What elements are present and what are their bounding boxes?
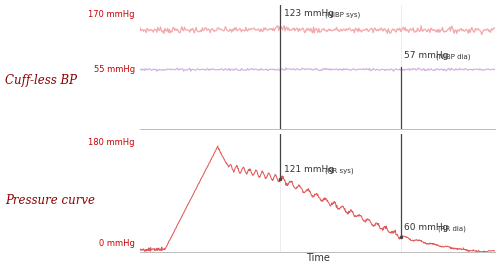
Text: (NIBP sys): (NIBP sys) bbox=[324, 11, 360, 18]
Text: 123 mmHg: 123 mmHg bbox=[284, 9, 337, 18]
Text: 0 mmHg: 0 mmHg bbox=[99, 239, 135, 248]
Text: (RR sys): (RR sys) bbox=[324, 168, 353, 174]
Text: Cuff-less BP: Cuff-less BP bbox=[5, 74, 77, 87]
Text: 55 mmHg: 55 mmHg bbox=[94, 65, 135, 74]
Text: 60 mmHg: 60 mmHg bbox=[404, 223, 452, 232]
Text: 121 mmHg: 121 mmHg bbox=[284, 165, 337, 174]
Text: 170 mmHg: 170 mmHg bbox=[88, 10, 135, 19]
Text: 57 mmHg: 57 mmHg bbox=[404, 51, 452, 59]
X-axis label: Time: Time bbox=[306, 253, 330, 263]
Text: (RR dia): (RR dia) bbox=[438, 225, 466, 232]
Text: Pressure curve: Pressure curve bbox=[5, 195, 95, 207]
Text: 180 mmHg: 180 mmHg bbox=[88, 137, 135, 147]
Text: (NIBP dia): (NIBP dia) bbox=[436, 53, 471, 59]
